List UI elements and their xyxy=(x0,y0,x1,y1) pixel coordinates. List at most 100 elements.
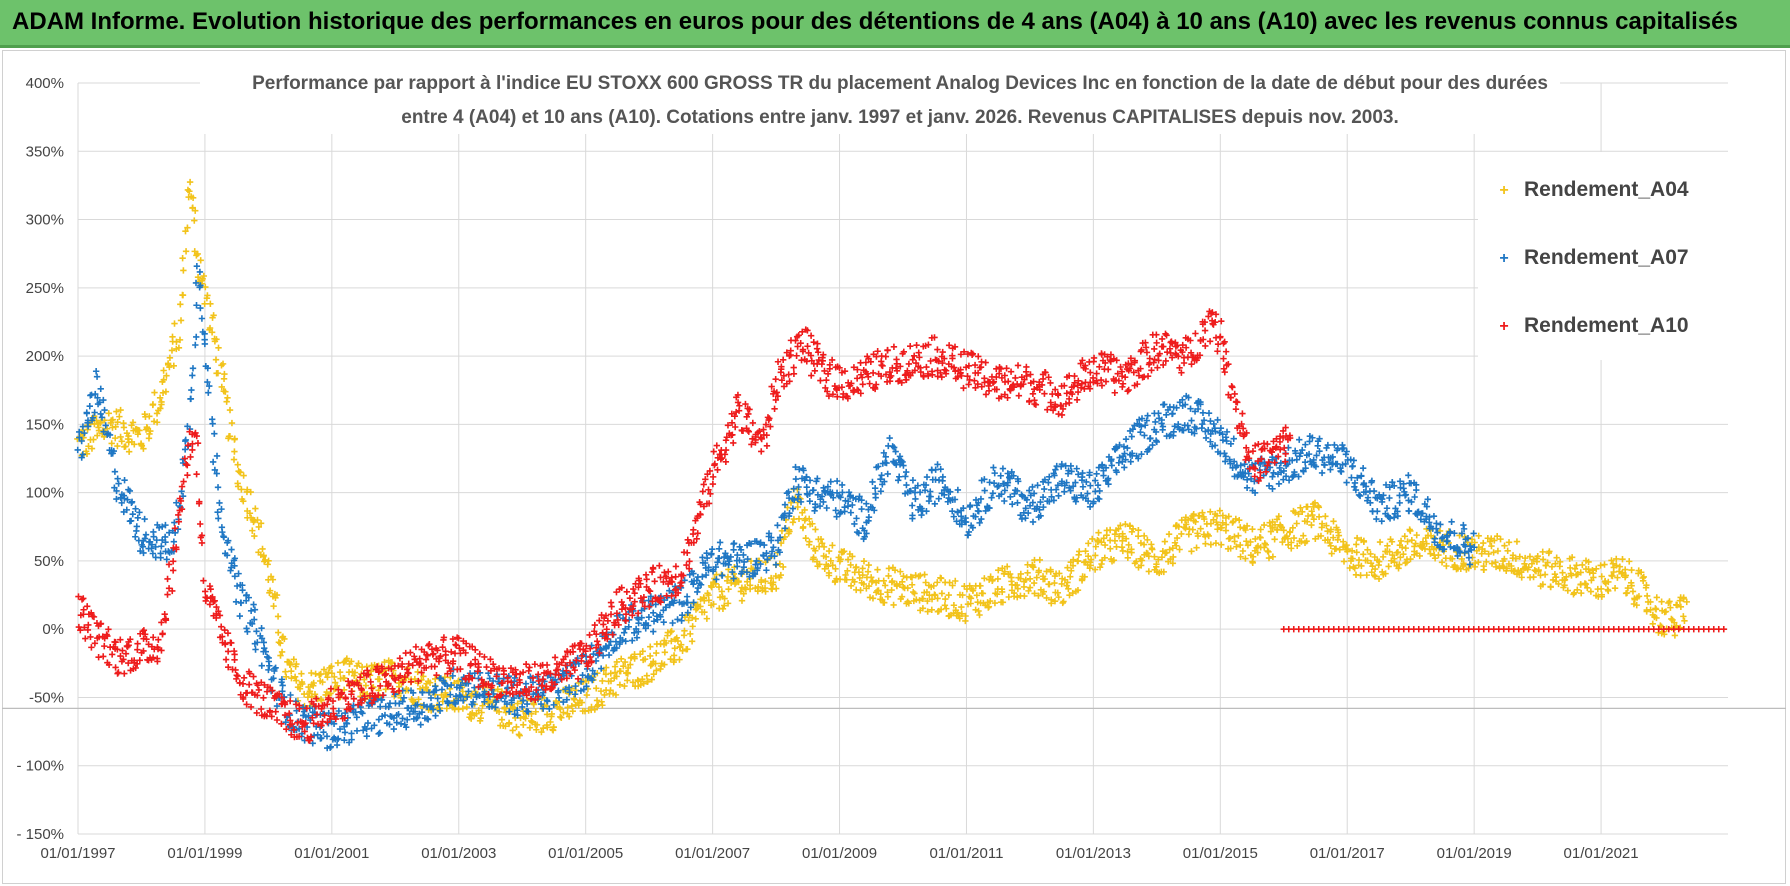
point-rendement-a07 xyxy=(396,700,403,707)
point-rendement-a04 xyxy=(1286,528,1294,535)
point-rendement-a04 xyxy=(251,532,258,540)
point-rendement-a07 xyxy=(102,422,109,429)
point-rendement-a07 xyxy=(1087,482,1094,489)
point-rendement-a04 xyxy=(109,416,116,423)
point-rendement-a07 xyxy=(1433,520,1440,527)
point-rendement-a04 xyxy=(1539,556,1547,563)
point-rendement-a07 xyxy=(348,730,355,737)
header-banner: ADAM Informe. Evolution historique des p… xyxy=(0,0,1790,48)
point-rendement-a07 xyxy=(1079,469,1086,477)
point-rendement-a04 xyxy=(1353,534,1361,542)
point-rendement-a04 xyxy=(795,515,803,523)
point-rendement-a07 xyxy=(694,588,701,596)
point-rendement-a04 xyxy=(762,578,769,585)
point-rendement-a04 xyxy=(1311,499,1319,507)
point-rendement-a10 xyxy=(260,694,267,701)
point-rendement-a04 xyxy=(1417,543,1425,550)
point-rendement-a07 xyxy=(142,531,150,538)
point-rendement-a10 xyxy=(1218,318,1225,325)
point-rendement-a07 xyxy=(436,701,443,708)
point-rendement-a04 xyxy=(897,568,904,575)
point-rendement-a07 xyxy=(163,556,170,563)
point-rendement-a04 xyxy=(182,248,190,255)
point-rendement-a10 xyxy=(1160,343,1167,350)
point-rendement-a04 xyxy=(226,433,234,440)
point-rendement-a04 xyxy=(715,583,723,591)
point-rendement-a07 xyxy=(94,394,101,402)
point-rendement-a07 xyxy=(1356,492,1364,500)
point-rendement-a04 xyxy=(134,430,142,438)
point-rendement-a04 xyxy=(998,588,1006,596)
point-rendement-a04 xyxy=(741,584,749,591)
point-rendement-a04 xyxy=(1364,546,1371,554)
point-rendement-a07 xyxy=(353,727,361,734)
point-rendement-a10 xyxy=(122,650,130,657)
point-rendement-a07 xyxy=(115,480,122,487)
point-rendement-a04 xyxy=(255,523,263,531)
point-rendement-a04 xyxy=(938,590,946,597)
point-rendement-a04 xyxy=(1384,542,1391,550)
point-rendement-a04 xyxy=(269,576,277,583)
point-rendement-a04 xyxy=(1048,600,1055,607)
point-rendement-a07 xyxy=(872,494,879,501)
point-rendement-a10 xyxy=(749,419,757,427)
point-rendement-a04 xyxy=(1119,533,1127,540)
point-rendement-a07 xyxy=(851,520,858,528)
point-rendement-a04 xyxy=(629,679,637,686)
point-rendement-a04 xyxy=(350,672,358,679)
point-rendement-a04 xyxy=(679,647,686,654)
point-rendement-a04 xyxy=(254,516,261,524)
point-rendement-a04 xyxy=(816,561,823,568)
point-rendement-a07 xyxy=(432,683,439,690)
point-rendement-a07 xyxy=(730,546,737,554)
point-rendement-a10 xyxy=(161,610,168,618)
point-rendement-a04 xyxy=(129,419,137,426)
point-rendement-a04 xyxy=(1094,536,1101,544)
point-rendement-a04 xyxy=(1202,540,1209,547)
x-tick-label: 01/01/2011 xyxy=(929,845,1003,862)
point-rendement-a07 xyxy=(1001,497,1008,505)
point-rendement-a04 xyxy=(533,721,541,729)
point-rendement-a04 xyxy=(1571,589,1578,597)
point-rendement-a04 xyxy=(627,661,634,668)
point-rendement-a04 xyxy=(673,634,680,642)
point-rendement-a07 xyxy=(237,599,244,606)
point-rendement-a04 xyxy=(676,656,683,663)
point-rendement-a10 xyxy=(882,353,890,360)
point-rendement-a04 xyxy=(1297,504,1304,511)
point-rendement-a04 xyxy=(308,669,315,677)
point-rendement-a07 xyxy=(341,729,349,736)
point-rendement-a07 xyxy=(209,420,216,427)
point-rendement-a04 xyxy=(976,611,983,619)
point-rendement-a07 xyxy=(931,500,939,507)
point-rendement-a07 xyxy=(909,477,917,484)
point-rendement-a07 xyxy=(413,715,420,722)
point-rendement-a04 xyxy=(288,674,295,682)
point-rendement-a04 xyxy=(208,329,216,336)
point-rendement-a04 xyxy=(240,498,247,505)
point-rendement-a07 xyxy=(97,385,104,393)
point-rendement-a04 xyxy=(1681,617,1688,625)
point-rendement-a10 xyxy=(804,343,811,350)
point-rendement-a04 xyxy=(1638,569,1645,576)
point-rendement-a07 xyxy=(127,517,135,524)
point-rendement-a10 xyxy=(551,654,559,661)
point-rendement-a04 xyxy=(1376,538,1384,546)
point-rendement-a07 xyxy=(182,437,189,445)
point-rendement-a04 xyxy=(869,595,877,602)
point-rendement-a04 xyxy=(1635,593,1643,600)
point-rendement-a07 xyxy=(650,609,657,617)
point-rendement-a07 xyxy=(991,469,998,477)
point-rendement-a10 xyxy=(239,680,247,688)
point-rendement-a04 xyxy=(825,572,833,579)
point-rendement-a10 xyxy=(224,648,232,655)
point-rendement-a07 xyxy=(410,689,417,696)
point-rendement-a04 xyxy=(1443,562,1450,570)
point-rendement-a04 xyxy=(1091,566,1099,573)
point-rendement-a07 xyxy=(488,703,496,710)
point-rendement-a07 xyxy=(157,550,164,557)
point-rendement-a10 xyxy=(263,688,271,695)
point-rendement-a04 xyxy=(117,433,124,441)
point-rendement-a04 xyxy=(889,577,896,585)
point-rendement-a04 xyxy=(692,615,699,623)
